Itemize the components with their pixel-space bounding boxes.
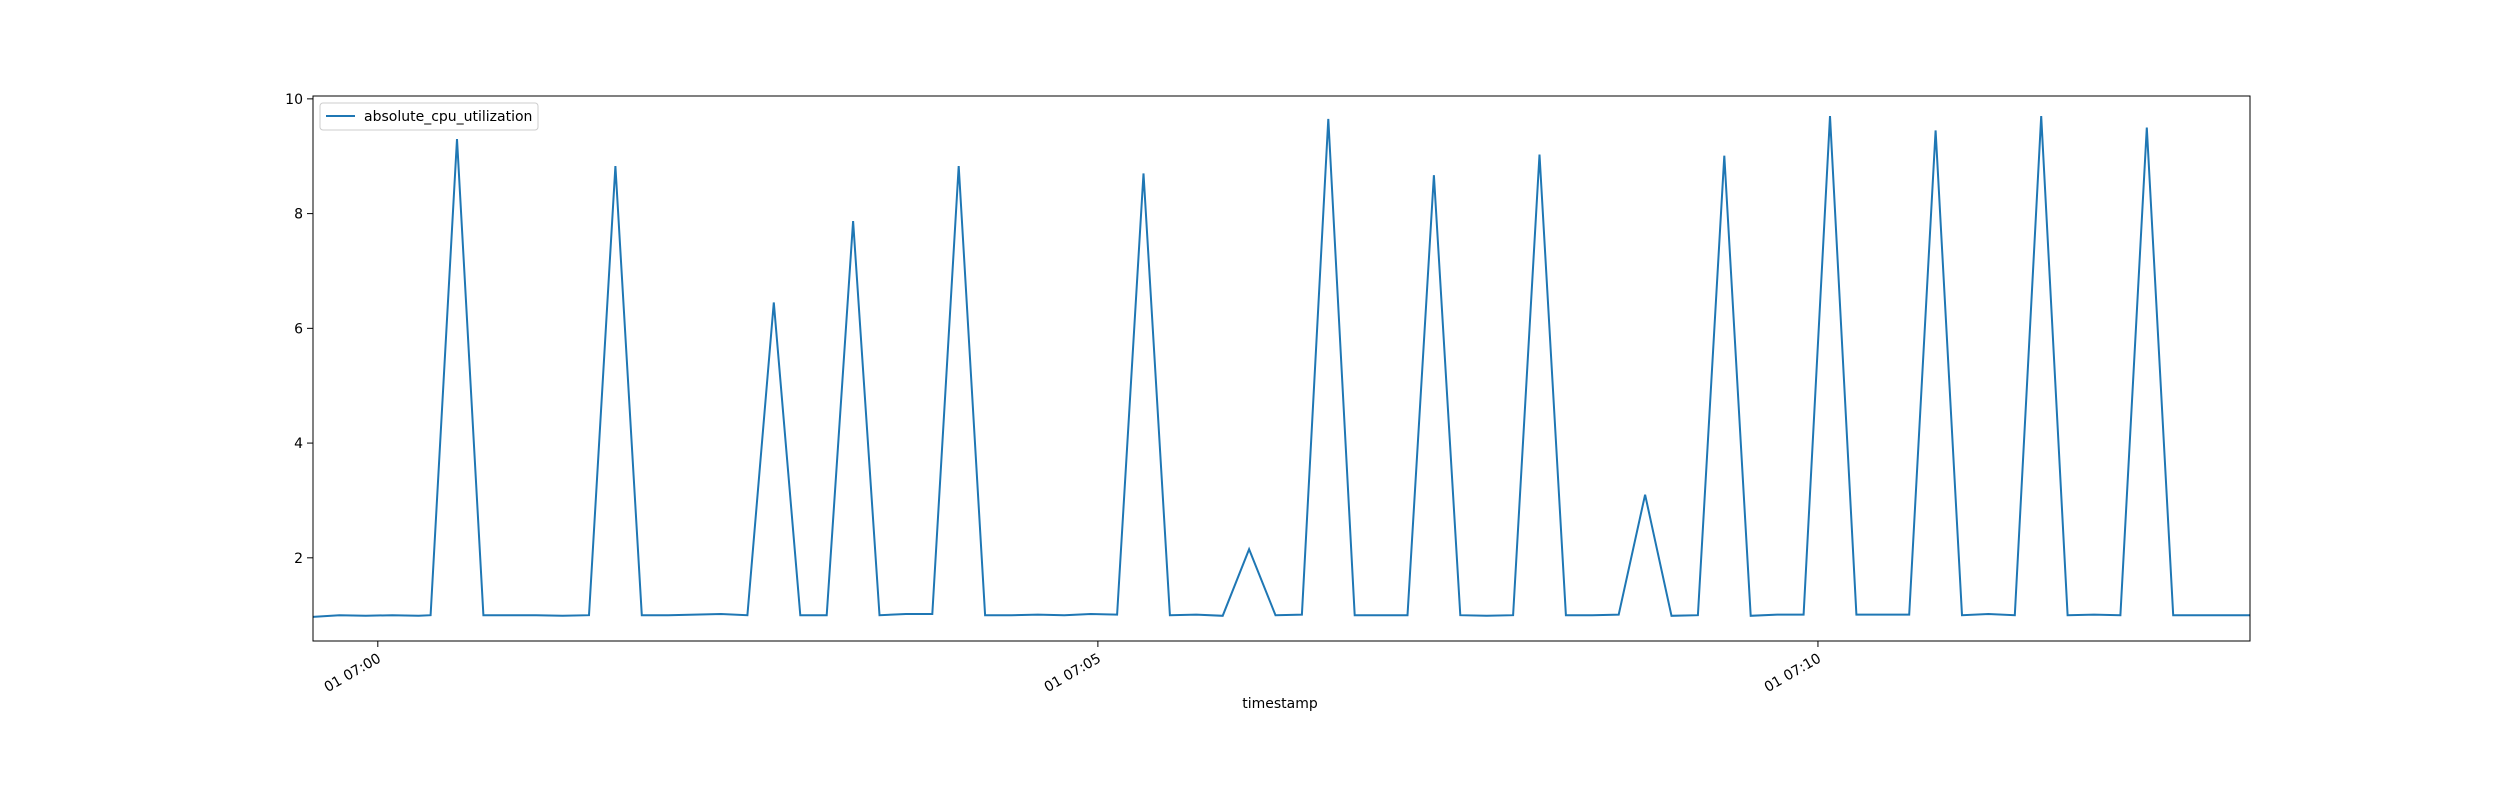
y-tick-label: 4 [294, 436, 303, 452]
x-axis-label: timestamp [1242, 696, 1318, 712]
y-tick-label: 10 [285, 92, 303, 108]
legend-label: absolute_cpu_utilization [364, 109, 532, 125]
plot-frame [312, 95, 2251, 642]
series-line-0 [312, 116, 2250, 618]
legend-box [319, 102, 539, 131]
y-tick-label: 2 [294, 551, 303, 567]
legend: absolute_cpu_utilization [319, 102, 539, 131]
y-axis: 2 4 6 8 10 [285, 92, 313, 567]
y-tick-label: 8 [294, 207, 303, 223]
plot-area [312, 116, 2250, 618]
y-tick-label: 6 [294, 321, 303, 337]
